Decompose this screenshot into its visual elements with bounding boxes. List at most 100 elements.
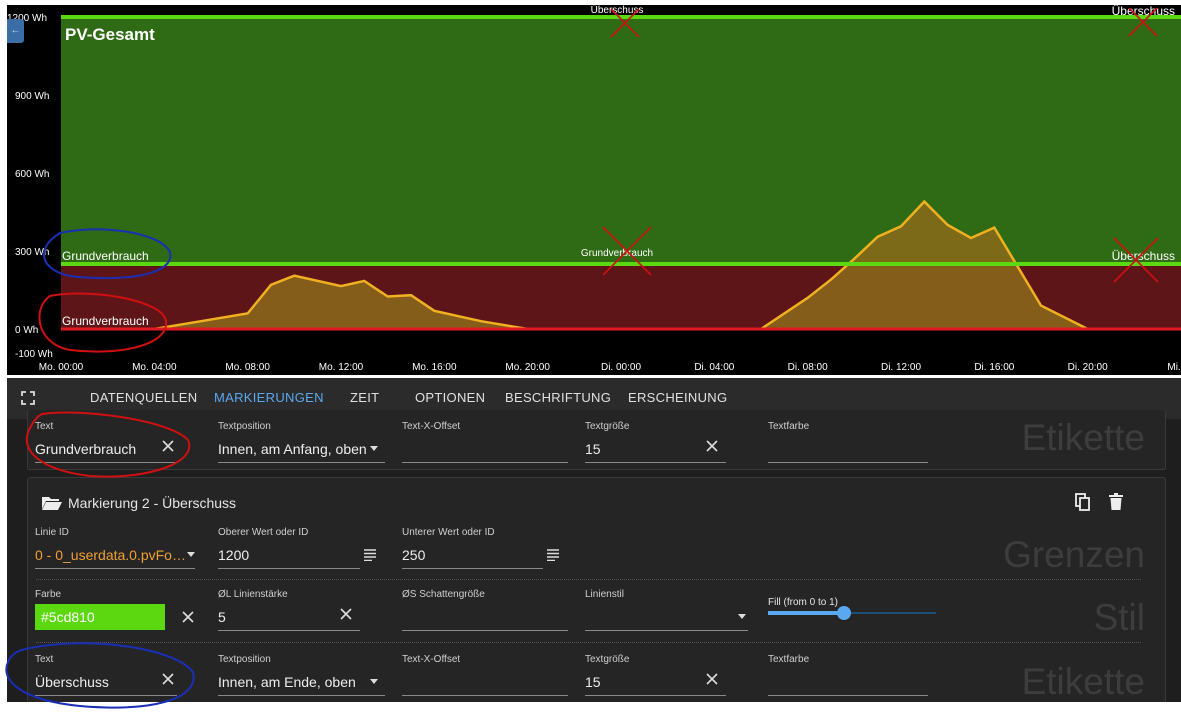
field-underline [35, 462, 177, 463]
annotation-cross [1128, 7, 1158, 37]
clear-icon[interactable] [161, 439, 175, 453]
y-tick-label: -100 Wh [15, 349, 53, 360]
field-label: Textposition [218, 654, 271, 665]
folder-open-icon[interactable] [41, 495, 63, 511]
annotation-circle-blue [43, 228, 172, 280]
marker2-panel: Markierung 2 - Überschuss Linie ID 0 - 0… [27, 477, 1166, 702]
clear-icon[interactable] [339, 607, 353, 621]
x-tick-label: Mo. 00:00 [39, 362, 84, 373]
list-icon[interactable] [364, 549, 376, 561]
marker2-fill-slider[interactable]: Fill (from 0 to 1) [768, 597, 936, 627]
section-label-etikette: Etikette [1021, 661, 1145, 702]
field-label: Text [35, 421, 54, 432]
slider-track[interactable] [768, 612, 936, 614]
clear-icon[interactable] [181, 610, 195, 624]
dropdown-arrow-icon[interactable] [187, 552, 195, 557]
fullscreen-icon[interactable] [21, 391, 35, 405]
marker-editor: DATENQUELLEN MARKIERUNGEN ZEIT OPTIONEN … [7, 378, 1181, 702]
marker2-title: Markierung 2 - Überschuss [68, 495, 237, 511]
y-tick-label: 600 Wh [15, 169, 49, 180]
marker1-panel: Text Grundverbrauch Textposition Innen, … [27, 410, 1166, 470]
chart-panel: 1200 Wh 900 Wh 600 Wh 300 Wh 0 Wh -100 Wh Mo. … [7, 5, 1181, 375]
field-underline [218, 695, 385, 696]
field-underline [768, 462, 928, 463]
color-swatch-value[interactable]: #5cd810 [35, 604, 165, 630]
band-label: Grundverbrauch [581, 248, 653, 259]
annotation-cross [1113, 237, 1159, 283]
x-tick-label: Mo. 20:00 [505, 362, 550, 373]
x-tick-label: Mo. 12:00 [319, 362, 364, 373]
field-underline [585, 630, 748, 631]
field-label: Text-X-Offset [402, 654, 461, 665]
surplus-band [61, 17, 1181, 264]
field-label: Linie ID [35, 527, 69, 538]
field-underline [768, 695, 928, 696]
annotation-circle-red [25, 411, 191, 478]
tab-optionen[interactable]: OPTIONEN [415, 390, 486, 405]
field-value: 15 [585, 674, 601, 690]
x-tick-label: Mo. 04:00 [132, 362, 177, 373]
delete-icon[interactable] [1109, 493, 1123, 511]
field-underline [402, 568, 543, 569]
x-tick-label: Di. 20:00 [1068, 362, 1108, 373]
band-label: Grundverbrauch [62, 249, 149, 263]
annotation-circle-blue [5, 642, 195, 709]
section-label-grenzen: Grenzen [1003, 534, 1145, 575]
field-value: 5 [218, 609, 226, 625]
field-underline [402, 630, 568, 631]
field-value: Innen, am Anfang, oben [218, 441, 367, 457]
tab-beschriftung[interactable]: BESCHRIFTUNG [505, 390, 612, 405]
field-underline [35, 568, 195, 569]
pv-area-fill [61, 201, 1181, 329]
field-label: Textgröße [585, 654, 630, 665]
clear-icon[interactable] [705, 439, 719, 453]
field-value: Grundverbrauch [35, 441, 137, 457]
x-tick-label: Di. 08:00 [788, 362, 828, 373]
dropdown-arrow-icon[interactable] [370, 679, 378, 684]
field-value: 15 [585, 441, 601, 457]
y-tick-label: 0 Wh [15, 325, 38, 336]
back-arrow-icon[interactable]: ← [7, 19, 24, 43]
tab-erscheinung[interactable]: ERSCHEINUNG [628, 390, 728, 405]
slider-thumb[interactable] [836, 606, 851, 620]
y-tick-label: 1200 Wh [7, 13, 47, 24]
dropdown-arrow-icon[interactable] [738, 614, 746, 619]
field-label: Textposition [218, 421, 271, 432]
clear-icon[interactable] [161, 672, 175, 686]
copy-icon[interactable] [1075, 493, 1091, 511]
field-label: Textfarbe [768, 421, 810, 432]
band-label: Überschuss [1112, 5, 1175, 18]
field-underline [402, 462, 568, 463]
annotation-cross [602, 226, 652, 276]
x-tick-label: Mi. 00 [1167, 362, 1181, 373]
dropdown-arrow-icon[interactable] [370, 446, 378, 451]
x-tick-label: Di. 00:00 [601, 362, 641, 373]
field-label: Fill (from 0 to 1) [768, 597, 839, 608]
field-label: Linienstil [585, 589, 624, 600]
chart-title: PV-Gesamt [65, 25, 155, 44]
field-value: 0 - 0_userdata.0.pvFo… [35, 547, 186, 563]
field-value: 250 [402, 547, 426, 563]
field-label: Farbe [35, 589, 62, 600]
slider-track-active [768, 611, 844, 615]
field-underline [35, 695, 177, 696]
y-tick-label: 300 Wh [15, 247, 49, 258]
field-underline [402, 695, 568, 696]
tab-zeit[interactable]: ZEIT [350, 390, 380, 405]
band-label: Überschuss [591, 5, 644, 16]
chart-svg: 1200 Wh 900 Wh 600 Wh 300 Wh 0 Wh -100 Wh Mo. … [7, 5, 1181, 373]
field-value: Überschuss [35, 674, 109, 690]
x-tick-label: Di. 16:00 [974, 362, 1014, 373]
clear-icon[interactable] [705, 672, 719, 686]
section-label-stil: Stil [1093, 597, 1145, 638]
tab-datenquellen[interactable]: DATENQUELLEN [90, 390, 198, 405]
row-divider [36, 642, 1141, 643]
field-label: Textgröße [585, 421, 630, 432]
list-icon[interactable] [547, 549, 559, 561]
field-underline [585, 695, 726, 696]
field-underline [218, 462, 385, 463]
x-tick-label: Di. 12:00 [881, 362, 921, 373]
field-label: Oberer Wert oder ID [218, 527, 309, 538]
x-tick-label: Di. 04:00 [694, 362, 734, 373]
